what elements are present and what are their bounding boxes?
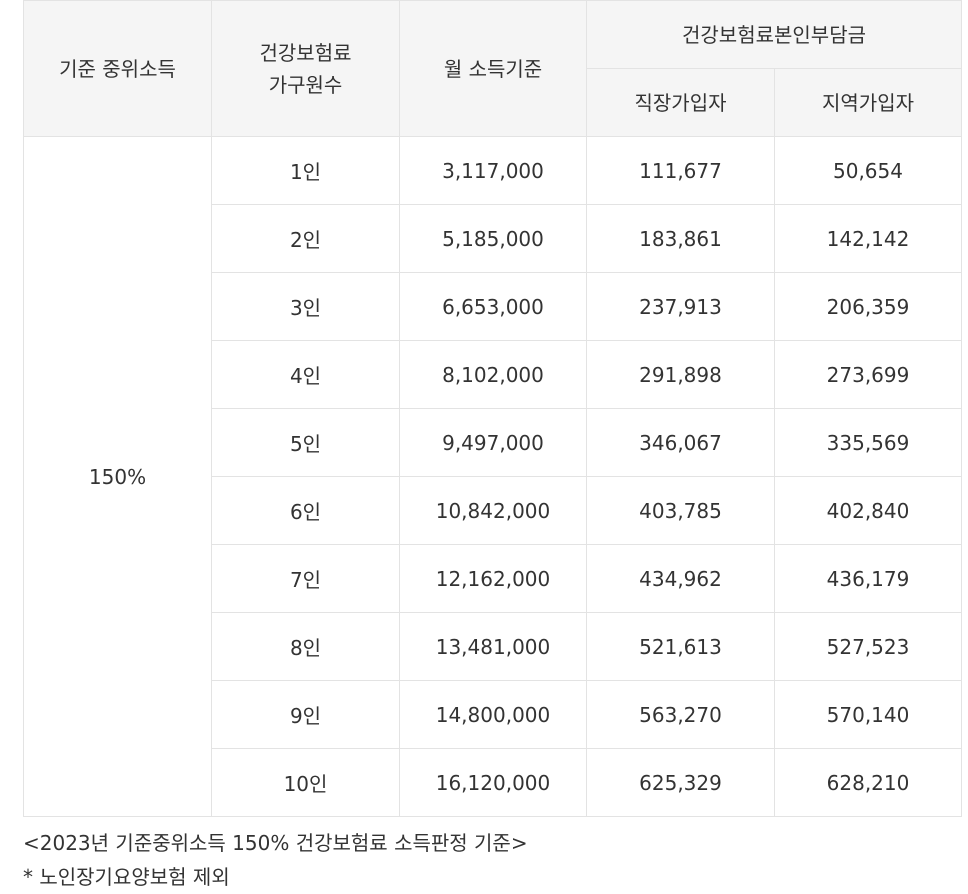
monthly-income-cell: 16,120,000 <box>399 748 587 817</box>
table-row: 10인 16,120,000 625,329 628,210 <box>24 748 962 817</box>
employee-premium-cell: 521,613 <box>586 612 775 681</box>
employee-premium-cell: 183,861 <box>586 204 775 273</box>
monthly-income-cell: 14,800,000 <box>399 680 587 749</box>
employee-premium-cell: 346,067 <box>586 408 775 477</box>
employee-premium-cell: 403,785 <box>586 476 775 545</box>
household-size-cell: 1인 <box>211 136 400 205</box>
regional-premium-cell: 436,179 <box>774 544 962 613</box>
header-employee: 직장가입자 <box>586 68 775 137</box>
header-household-size-line1: 건강보험료 <box>259 40 352 65</box>
regional-premium-cell: 570,140 <box>774 680 962 749</box>
monthly-income-cell: 8,102,000 <box>399 340 587 409</box>
monthly-income-cell: 6,653,000 <box>399 272 587 341</box>
regional-premium-cell: 527,523 <box>774 612 962 681</box>
table-row: 9인 14,800,000 563,270 570,140 <box>24 680 962 749</box>
table-row: 2인 5,185,000 183,861 142,142 <box>24 204 962 273</box>
monthly-income-cell: 3,117,000 <box>399 136 587 205</box>
header-subrow: 직장가입자 지역가입자 <box>24 68 962 137</box>
regional-premium-cell: 335,569 <box>774 408 962 477</box>
employee-premium-cell: 563,270 <box>586 680 775 749</box>
employee-premium-cell: 237,913 <box>586 272 775 341</box>
table-notes: <2023년 기준중위소득 150% 건강보험료 소득판정 기준> * 노인장기… <box>23 826 528 894</box>
header-regional: 지역가입자 <box>774 68 962 137</box>
household-size-cell: 8인 <box>211 612 400 681</box>
table-body: 150% 1인 3,117,000 111,677 50,654 2인 5,18… <box>23 136 962 817</box>
monthly-income-cell: 9,497,000 <box>399 408 587 477</box>
household-size-cell: 7인 <box>211 544 400 613</box>
monthly-income-cell: 5,185,000 <box>399 204 587 273</box>
regional-premium-cell: 206,359 <box>774 272 962 341</box>
table-row: 3인 6,653,000 237,913 206,359 <box>24 272 962 341</box>
regional-premium-cell: 273,699 <box>774 340 962 409</box>
regional-premium-cell: 142,142 <box>774 204 962 273</box>
table-header: 기준 중위소득 건강보험료 가구원수 월 소득기준 건강보험료본인부담금 직장가… <box>23 0 962 137</box>
header-premium-group: 건강보험료본인부담금 <box>586 0 962 69</box>
monthly-income-cell: 12,162,000 <box>399 544 587 613</box>
employee-premium-cell: 291,898 <box>586 340 775 409</box>
employee-premium-cell: 434,962 <box>586 544 775 613</box>
regional-premium-cell: 50,654 <box>774 136 962 205</box>
employee-premium-cell: 625,329 <box>586 748 775 817</box>
household-size-cell: 4인 <box>211 340 400 409</box>
household-size-cell: 9인 <box>211 680 400 749</box>
income-premium-table: 기준 중위소득 건강보험료 가구원수 월 소득기준 건강보험료본인부담금 직장가… <box>23 0 962 817</box>
table-row: 5인 9,497,000 346,067 335,569 <box>24 408 962 477</box>
household-size-cell: 5인 <box>211 408 400 477</box>
header-household-size-line2: 가구원수 <box>268 72 343 97</box>
monthly-income-cell: 13,481,000 <box>399 612 587 681</box>
employee-premium-cell: 111,677 <box>586 136 775 205</box>
table-caption: <2023년 기준중위소득 150% 건강보험료 소득판정 기준> <box>23 831 528 855</box>
table-row: 150% 1인 3,117,000 111,677 50,654 <box>23 136 962 817</box>
regional-premium-cell: 628,210 <box>774 748 962 817</box>
household-size-cell: 10인 <box>211 748 400 817</box>
table-footnote: * 노인장기요양보험 제외 <box>23 865 230 889</box>
table-row: 6인 10,842,000 403,785 402,840 <box>24 476 962 545</box>
median-income-cell: 150% <box>23 136 212 817</box>
header-monthly-income: 월 소득기준 <box>399 0 587 137</box>
household-size-cell: 2인 <box>211 204 400 273</box>
regional-premium-cell: 402,840 <box>774 476 962 545</box>
table-row: 7인 12,162,000 434,962 436,179 <box>24 544 962 613</box>
monthly-income-cell: 10,842,000 <box>399 476 587 545</box>
household-size-cell: 6인 <box>211 476 400 545</box>
header-median-income: 기준 중위소득 <box>23 0 212 137</box>
header-household-size: 건강보험료 가구원수 <box>211 0 400 137</box>
household-size-cell: 3인 <box>211 272 400 341</box>
header-row: 기준 중위소득 건강보험료 가구원수 월 소득기준 건강보험료본인부담금 <box>23 0 962 137</box>
income-premium-table-wrapper: 기준 중위소득 건강보험료 가구원수 월 소득기준 건강보험료본인부담금 직장가… <box>23 0 962 817</box>
